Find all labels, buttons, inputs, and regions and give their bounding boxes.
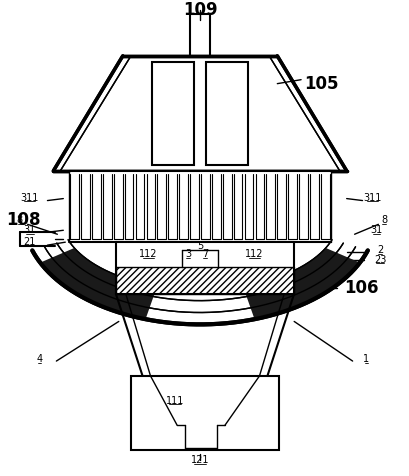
Polygon shape xyxy=(243,248,360,319)
Text: 109: 109 xyxy=(183,1,217,20)
Text: 112: 112 xyxy=(245,249,264,259)
Text: 21: 21 xyxy=(23,237,36,247)
Text: 31: 31 xyxy=(370,225,382,235)
Text: 7: 7 xyxy=(202,249,208,259)
Text: 121: 121 xyxy=(191,455,209,465)
Text: 4: 4 xyxy=(36,354,43,364)
Text: 108: 108 xyxy=(7,211,41,229)
Text: 311: 311 xyxy=(363,193,382,203)
Text: 106: 106 xyxy=(344,279,378,297)
Bar xyxy=(206,62,247,165)
Bar xyxy=(153,62,194,165)
Text: 8: 8 xyxy=(381,215,387,225)
Bar xyxy=(116,242,294,294)
Text: 23: 23 xyxy=(374,255,387,265)
Bar xyxy=(131,376,279,450)
Text: 105: 105 xyxy=(304,75,339,93)
Text: 1: 1 xyxy=(364,354,370,364)
Text: 111: 111 xyxy=(166,396,184,406)
Polygon shape xyxy=(40,248,157,319)
Text: 5: 5 xyxy=(197,241,203,251)
Text: 31: 31 xyxy=(23,225,36,235)
Bar xyxy=(69,171,331,242)
Polygon shape xyxy=(54,56,347,171)
Text: 112: 112 xyxy=(139,249,158,259)
Text: 3: 3 xyxy=(185,249,191,259)
Text: 2: 2 xyxy=(377,245,384,255)
Bar xyxy=(116,267,294,294)
Text: 311: 311 xyxy=(20,193,39,203)
Text: 8: 8 xyxy=(17,215,23,225)
